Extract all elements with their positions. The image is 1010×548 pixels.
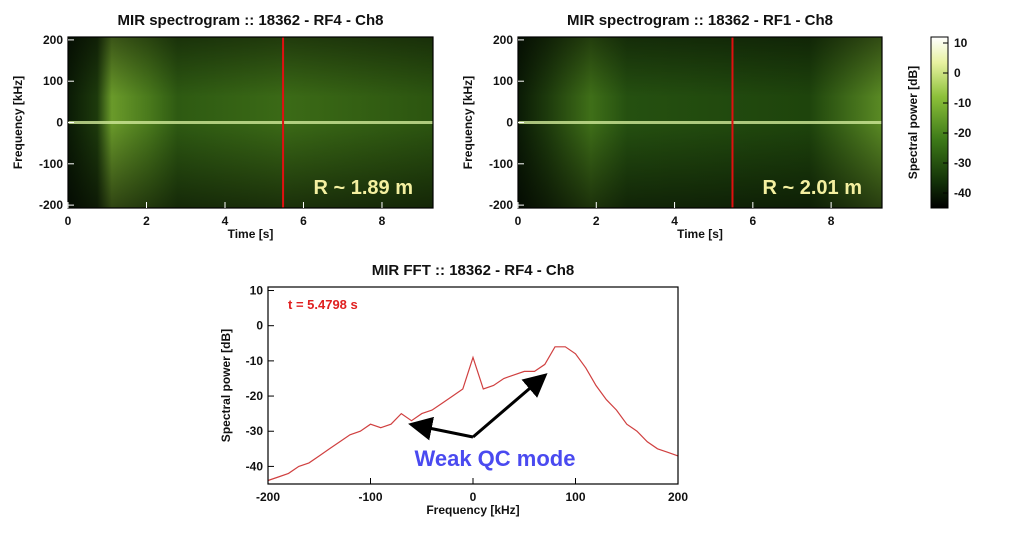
y-tick-label: -10	[246, 354, 264, 368]
spectrogram-band	[518, 121, 882, 124]
annotation-arrow	[408, 416, 474, 441]
y-tick-label: 200	[43, 33, 63, 47]
chart-title: MIR spectrogram :: 18362 - RF4 - Ch8	[118, 12, 384, 29]
colorbar-tick-label: -10	[954, 96, 972, 110]
y-tick-label: 10	[250, 284, 264, 298]
x-tick-label: 8	[828, 214, 835, 228]
spectrogram-band	[68, 121, 433, 124]
y-tick-label: -200	[39, 198, 63, 212]
y-tick-label: -40	[246, 459, 264, 473]
y-tick-label: 0	[506, 116, 513, 130]
colorbar-tick-label: -30	[954, 156, 972, 170]
x-axis-label: Frequency [kHz]	[426, 503, 519, 517]
y-axis-label: Frequency [kHz]	[461, 76, 475, 169]
y-tick-label: -200	[489, 198, 513, 212]
colorbar-tick-label: 0	[954, 66, 961, 80]
chart-title: MIR FFT :: 18362 - RF4 - Ch8	[372, 262, 575, 279]
y-tick-label: -20	[246, 389, 264, 403]
colorbar-tick-label: 10	[954, 36, 968, 50]
annotation-arrow	[472, 373, 548, 439]
x-tick-label: -200	[256, 490, 280, 504]
colorbar	[930, 36, 949, 209]
y-axis-label: Spectral power [dB]	[219, 329, 233, 442]
x-tick-label: -100	[358, 490, 382, 504]
y-tick-label: 200	[493, 33, 513, 47]
colorbar-tick-label: -40	[954, 186, 972, 200]
y-tick-label: 0	[56, 116, 63, 130]
x-tick-label: 8	[379, 214, 386, 228]
x-tick-label: 200	[668, 490, 688, 504]
y-tick-label: 100	[493, 74, 513, 88]
y-tick-label: -100	[39, 157, 63, 171]
colorbar-label: Spectral power [dB]	[906, 66, 920, 179]
colorbar-tick-label: -20	[954, 126, 972, 140]
y-tick-label: -100	[489, 157, 513, 171]
y-tick-label: 0	[256, 319, 263, 333]
x-axis-label: Time [s]	[677, 227, 723, 241]
x-tick-label: 4	[671, 214, 678, 228]
x-tick-label: 4	[222, 214, 229, 228]
x-axis-label: Time [s]	[228, 227, 274, 241]
x-tick-label: 0	[470, 490, 477, 504]
y-tick-label: 100	[43, 74, 63, 88]
y-axis-label: Frequency [kHz]	[11, 76, 25, 169]
x-tick-label: 6	[749, 214, 756, 228]
x-tick-label: 2	[593, 214, 600, 228]
x-tick-label: 2	[143, 214, 150, 228]
x-tick-label: 0	[65, 214, 72, 228]
x-tick-label: 0	[515, 214, 522, 228]
chart-title: MIR spectrogram :: 18362 - RF1 - Ch8	[567, 12, 833, 29]
spectrum-line	[267, 346, 679, 482]
annotation: R ~ 1.89 m	[313, 177, 413, 199]
y-tick-label: -30	[246, 424, 264, 438]
x-tick-label: 100	[565, 490, 585, 504]
annotation: R ~ 2.01 m	[762, 177, 862, 199]
time-label: t = 5.4798 s	[288, 297, 358, 312]
x-tick-label: 6	[300, 214, 307, 228]
annotation: Weak QC mode	[415, 446, 576, 471]
